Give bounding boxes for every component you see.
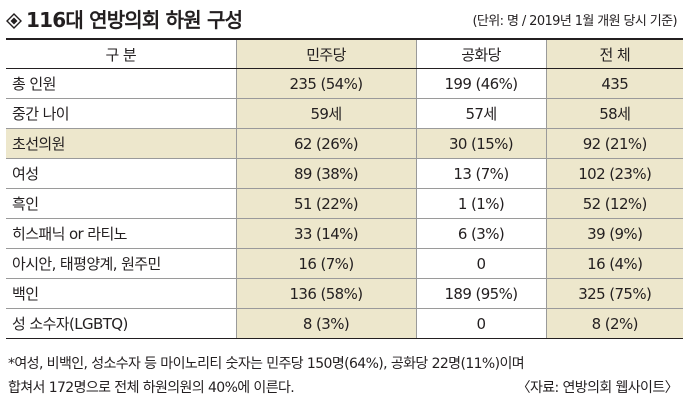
cell-republican: 1 (1%) [415,188,546,219]
row-label: 아시안, 태평양계, 원주민 [6,248,236,279]
cell-total: 435 [545,68,683,99]
cell-republican: 189 (95%) [415,278,546,309]
cell-total: 58세 [545,98,683,129]
cell-total: 92 (21%) [545,128,683,159]
table-row: 총 인원 235 (54%) 199 (46%) 435 [6,68,683,99]
cell-democrat: 89 (38%) [235,158,416,189]
cell-republican: 6 (3%) [415,218,546,249]
cell-democrat: 59세 [235,98,416,129]
source-credit: 〈자료: 연방의회 웹사이트〉 [516,380,679,396]
row-label: 흑인 [6,188,236,219]
row-label: 여성 [6,158,236,189]
cell-total: 102 (23%) [545,158,683,189]
header-republican: 공화당 [415,38,546,69]
cell-democrat: 235 (54%) [235,68,416,99]
table-row: 성 소수자(LGBTQ) 8 (3%) 0 8 (2%) [6,308,683,339]
row-label: 중간 나이 [6,98,236,129]
cell-total: 52 (12%) [545,188,683,219]
cell-democrat: 136 (58%) [235,278,416,309]
cell-republican: 30 (15%) [415,128,546,159]
table-row: 초선의원 62 (26%) 30 (15%) 92 (21%) [6,128,683,159]
table-row: 중간 나이 59세 57세 58세 [6,98,683,129]
row-label: 총 인원 [6,68,236,99]
header-category: 구 분 [6,38,236,69]
cell-republican: 0 [415,308,546,339]
header-row: 구 분 민주당 공화당 전 체 [6,38,683,69]
composition-table: 구 분 민주당 공화당 전 체 총 인원 235 (54%) 199 (46%)… [6,38,683,339]
header-democrat: 민주당 [235,38,416,69]
footnote-line-2-row: 합쳐서 172명으로 전체 하원의원의 40%에 이른다. 〈자료: 연방의회 … [8,376,684,400]
cell-total: 8 (2%) [545,308,683,339]
table-row: 흑인 51 (22%) 1 (1%) 52 (12%) [6,188,683,219]
cell-republican: 13 (7%) [415,158,546,189]
row-label: 초선의원 [6,128,236,159]
cell-democrat: 62 (26%) [235,128,416,159]
cell-democrat: 8 (3%) [235,308,416,339]
row-label: 성 소수자(LGBTQ) [6,308,236,339]
cell-total: 16 (4%) [545,248,683,279]
footnote-line-1: *여성, 비백인, 성소수자 등 마이노리티 숫자는 민주당 150명(64%)… [8,356,525,372]
footnote: *여성, 비백인, 성소수자 등 마이노리티 숫자는 민주당 150명(64%)… [8,352,684,400]
title-text: 116대 연방의회 하원 구성 [26,8,243,32]
table-row: 여성 89 (38%) 13 (7%) 102 (23%) [6,158,683,189]
table-row: 백인 136 (58%) 189 (95%) 325 (75%) [6,278,683,309]
cell-democrat: 51 (22%) [235,188,416,219]
diamond-bullet-icon [6,13,22,29]
cell-republican: 0 [415,248,546,279]
cell-democrat: 16 (7%) [235,248,416,279]
unit-note: (단위: 명 / 2019년 1월 개원 당시 기준) [472,14,677,29]
cell-republican: 57세 [415,98,546,129]
header-total: 전 체 [545,38,683,69]
table-row: 아시안, 태평양계, 원주민 16 (7%) 0 16 (4%) [6,248,683,279]
table-row: 히스패닉 or 라티노 33 (14%) 6 (3%) 39 (9%) [6,218,683,249]
row-label: 백인 [6,278,236,309]
cell-total: 325 (75%) [545,278,683,309]
cell-republican: 199 (46%) [415,68,546,99]
title-row: 116대 연방의회 하원 구성 (단위: 명 / 2019년 1월 개원 당시 … [0,0,689,38]
row-label: 히스패닉 or 라티노 [6,218,236,249]
cell-democrat: 33 (14%) [235,218,416,249]
table-title: 116대 연방의회 하원 구성 [6,4,243,33]
footnote-line-2: 합쳐서 172명으로 전체 하원의원의 40%에 이른다. [8,380,295,396]
cell-total: 39 (9%) [545,218,683,249]
